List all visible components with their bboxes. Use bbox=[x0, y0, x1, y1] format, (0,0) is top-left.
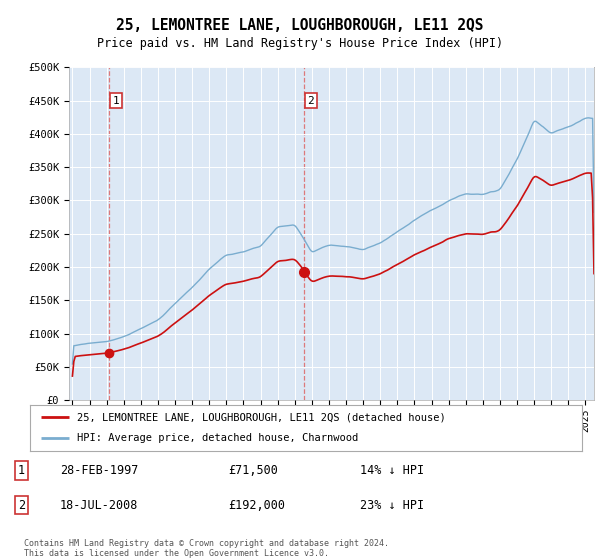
Text: Contains HM Land Registry data © Crown copyright and database right 2024.
This d: Contains HM Land Registry data © Crown c… bbox=[24, 539, 389, 558]
Text: 1: 1 bbox=[18, 464, 25, 477]
Text: 2: 2 bbox=[18, 498, 25, 511]
Text: 1: 1 bbox=[113, 96, 119, 105]
Text: Price paid vs. HM Land Registry's House Price Index (HPI): Price paid vs. HM Land Registry's House … bbox=[97, 37, 503, 50]
Text: £71,500: £71,500 bbox=[228, 464, 278, 477]
Text: 2: 2 bbox=[307, 96, 314, 105]
Text: 18-JUL-2008: 18-JUL-2008 bbox=[60, 498, 139, 511]
Text: 28-FEB-1997: 28-FEB-1997 bbox=[60, 464, 139, 477]
Text: 14% ↓ HPI: 14% ↓ HPI bbox=[360, 464, 424, 477]
Text: HPI: Average price, detached house, Charnwood: HPI: Average price, detached house, Char… bbox=[77, 433, 358, 444]
Text: 23% ↓ HPI: 23% ↓ HPI bbox=[360, 498, 424, 511]
Text: 25, LEMONTREE LANE, LOUGHBOROUGH, LE11 2QS (detached house): 25, LEMONTREE LANE, LOUGHBOROUGH, LE11 2… bbox=[77, 412, 446, 422]
Text: 25, LEMONTREE LANE, LOUGHBOROUGH, LE11 2QS: 25, LEMONTREE LANE, LOUGHBOROUGH, LE11 2… bbox=[116, 18, 484, 32]
Text: £192,000: £192,000 bbox=[228, 498, 285, 511]
